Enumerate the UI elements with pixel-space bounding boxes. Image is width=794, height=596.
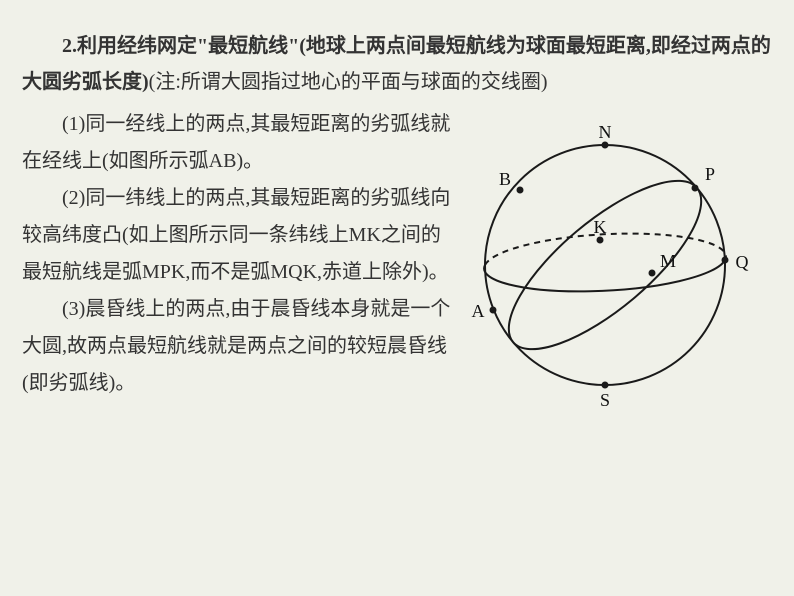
label-M: M xyxy=(660,251,676,271)
equator-back xyxy=(485,234,726,265)
document-content: 2.利用经纬网定"最短航线"(地球上两点间最短航线为球面最短距离,即经过两点的大… xyxy=(22,28,772,420)
sphere-outline xyxy=(485,145,725,385)
point-A xyxy=(490,307,497,314)
equator-front xyxy=(484,260,725,291)
label-A: A xyxy=(472,301,485,321)
label-S: S xyxy=(600,390,610,410)
point-N xyxy=(602,142,609,149)
text-column: (1)同一经线上的两点,其最短距离的劣弧线就在经线上(如图所示弧AB)。 (2)… xyxy=(22,106,452,402)
heading-note: (注:所谓大圆指过地心的平面与球面的交线圈) xyxy=(149,71,548,93)
label-N: N xyxy=(599,122,612,142)
heading: 2.利用经纬网定"最短航线"(地球上两点间最短航线为球面最短距离,即经过两点的大… xyxy=(22,28,772,100)
point-K xyxy=(597,237,604,244)
body-row: (1)同一经线上的两点,其最短距离的劣弧线就在经线上(如图所示弧AB)。 (2)… xyxy=(22,106,772,420)
label-K: K xyxy=(594,217,607,237)
diagram-column: N S B A P Q K M xyxy=(460,106,760,420)
point-Q xyxy=(722,257,729,264)
label-Q: Q xyxy=(736,252,749,272)
paragraph-3: (3)晨昏线上的两点,由于晨昏线本身就是一个大圆,故两点最短航线就是两点之间的较… xyxy=(22,291,452,402)
label-P: P xyxy=(705,164,715,184)
point-B xyxy=(517,187,524,194)
paragraph-2: (2)同一纬线上的两点,其最短距离的劣弧线向较高纬度凸(如上图所示同一条纬线上M… xyxy=(22,180,452,291)
paragraph-1: (1)同一经线上的两点,其最短距离的劣弧线就在经线上(如图所示弧AB)。 xyxy=(22,106,452,180)
label-B: B xyxy=(499,169,511,189)
globe-diagram: N S B A P Q K M xyxy=(460,110,760,420)
point-S xyxy=(602,382,609,389)
point-M xyxy=(649,270,656,277)
point-P xyxy=(692,185,699,192)
